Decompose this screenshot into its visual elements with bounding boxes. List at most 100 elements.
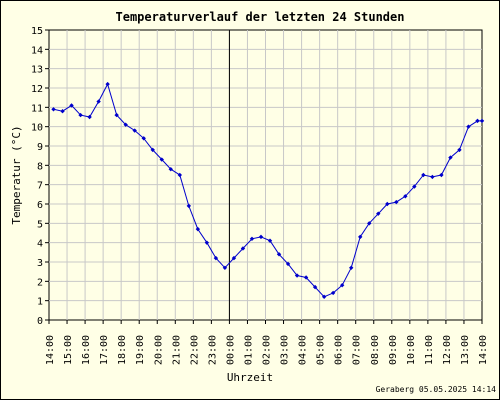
x-axis-ticks: 14:00 15:00 16:00 17:00 18:00 19:00 20:00 21:00… (45, 320, 489, 365)
data-point (222, 265, 228, 270)
y-tick-label: 9 (37, 142, 43, 153)
data-point (479, 118, 485, 124)
data-point (294, 273, 300, 278)
y-tick-label: 2 (37, 277, 43, 288)
data-point (276, 252, 282, 257)
data-point (285, 261, 291, 267)
data-point (240, 246, 246, 251)
x-tick-label: 11:00 (424, 335, 435, 365)
data-point (367, 221, 372, 226)
y-tick-label: 13 (31, 65, 43, 76)
data-point (439, 172, 444, 178)
x-tick-label: 07:00 (352, 335, 363, 365)
data-point (403, 194, 408, 199)
y-tick-label: 1 (37, 297, 43, 308)
data-point (141, 136, 146, 141)
y-tick-label: 7 (37, 181, 43, 192)
data-point (186, 203, 192, 209)
y-tick-label: 10 (31, 123, 43, 134)
y-axis-label: Temperatur (°C) (10, 125, 23, 224)
data-point (330, 290, 336, 296)
data-point (267, 238, 273, 243)
x-tick-label: 01:00 (243, 335, 254, 365)
data-point (466, 124, 471, 129)
x-tick-label: 09:00 (388, 335, 399, 365)
x-tick-label: 22:00 (189, 335, 200, 365)
data-point (78, 112, 83, 118)
data-point (394, 199, 399, 205)
station-timestamp: Geraberg 05.05.2025 14:14 (376, 385, 497, 394)
grid-lines (49, 30, 482, 320)
data-point (69, 103, 74, 108)
x-axis-label: Uhrzeit (227, 371, 273, 384)
y-tick-label: 6 (37, 200, 43, 211)
x-tick-label: 10:00 (406, 335, 417, 365)
data-point (348, 265, 354, 270)
x-tick-label: 20:00 (153, 335, 164, 365)
y-tick-label: 15 (31, 26, 43, 37)
data-point (123, 122, 128, 127)
data-point (159, 157, 164, 162)
x-tick-label: 18:00 (117, 335, 128, 365)
x-tick-label: 00:00 (225, 335, 236, 365)
data-point (195, 226, 201, 232)
x-tick-label: 05:00 (316, 335, 327, 365)
data-point (312, 284, 318, 290)
y-tick-label: 0 (37, 316, 43, 327)
data-point (177, 172, 183, 178)
data-point (60, 109, 65, 114)
data-point (376, 211, 381, 216)
data-point (204, 240, 210, 245)
x-tick-label: 17:00 (99, 335, 110, 365)
data-point (457, 147, 462, 153)
data-point (231, 255, 237, 261)
data-point (448, 155, 453, 160)
data-point (475, 118, 480, 124)
x-tick-label: 04:00 (298, 335, 309, 365)
data-point (96, 99, 101, 104)
x-tick-label: 13:00 (460, 335, 471, 365)
data-point (358, 234, 363, 240)
x-tick-label: 06:00 (334, 335, 345, 365)
x-tick-label: 08:00 (370, 335, 381, 365)
chart-title: Temperaturverlauf der letzten 24 Stunden (116, 10, 405, 24)
x-tick-label: 21:00 (171, 335, 182, 365)
data-point (385, 201, 390, 207)
data-point (87, 114, 92, 120)
x-tick-label: 19:00 (135, 335, 146, 365)
y-tick-label: 8 (37, 161, 43, 172)
data-point (412, 184, 417, 189)
x-tick-label: 15:00 (63, 335, 74, 365)
data-point (258, 234, 264, 240)
data-points (51, 81, 485, 299)
x-tick-label: 02:00 (262, 335, 273, 365)
y-tick-label: 14 (31, 45, 43, 56)
data-point (249, 236, 255, 241)
x-tick-label: 16:00 (81, 335, 92, 365)
data-point (213, 255, 219, 261)
data-point (430, 174, 435, 180)
data-point (303, 275, 309, 280)
data-point (339, 283, 345, 288)
data-point (421, 172, 426, 178)
data-point (114, 112, 119, 118)
data-point (105, 81, 110, 87)
x-tick-label: 14:00 (478, 335, 489, 365)
data-point (321, 294, 327, 299)
data-point (51, 107, 56, 112)
data-point (168, 167, 173, 172)
x-tick-label: 03:00 (280, 335, 291, 365)
x-tick-label: 23:00 (207, 335, 218, 365)
y-tick-label: 4 (37, 239, 43, 250)
data-point (132, 128, 137, 133)
y-tick-label: 12 (31, 84, 43, 95)
y-tick-label: 5 (37, 219, 43, 230)
data-point (150, 147, 155, 153)
y-tick-label: 3 (37, 258, 43, 269)
y-tick-label: 11 (31, 103, 43, 114)
x-tick-label: 12:00 (442, 335, 453, 365)
x-tick-label: 14:00 (45, 335, 56, 365)
